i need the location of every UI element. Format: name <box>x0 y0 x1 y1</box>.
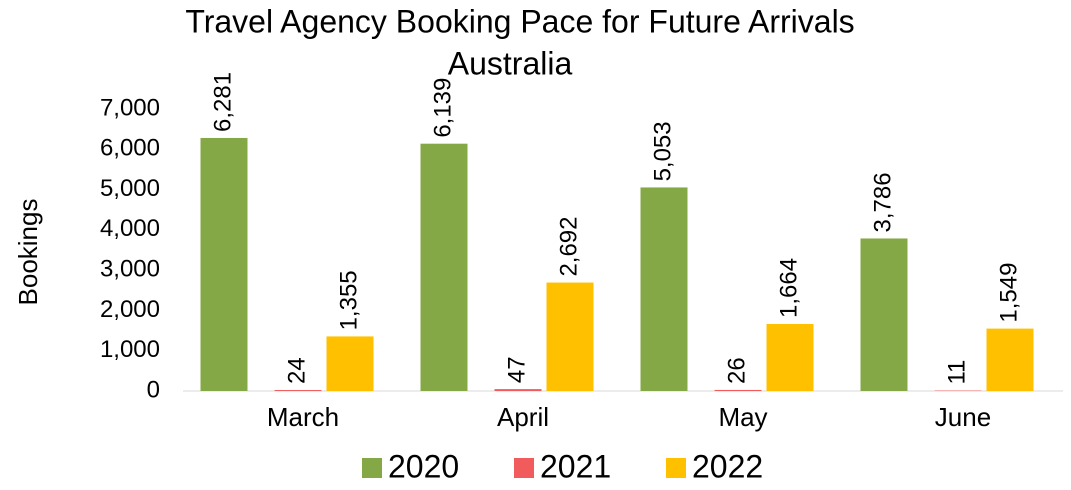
data-label: 1,549 <box>995 263 1022 323</box>
bar <box>326 336 374 391</box>
legend-label: 2020 <box>388 448 459 484</box>
bar <box>860 238 908 391</box>
legend-swatch <box>362 458 382 478</box>
bar <box>714 389 762 391</box>
y-tick-label: 4,000 <box>100 215 160 242</box>
bar <box>986 328 1034 391</box>
x-tick-label: April <box>497 402 549 432</box>
y-tick-label: 3,000 <box>100 255 160 282</box>
data-label: 24 <box>283 357 310 384</box>
data-label: 1,664 <box>775 258 802 318</box>
data-label: 47 <box>503 356 530 383</box>
x-tick-label: May <box>718 402 767 432</box>
data-label: 26 <box>723 357 750 384</box>
legend-label: 2021 <box>540 448 611 484</box>
y-tick-label: 6,000 <box>100 135 160 162</box>
bar <box>200 137 248 391</box>
data-label: 11 <box>943 360 970 385</box>
x-tick-label: June <box>935 402 991 432</box>
bar <box>420 143 468 391</box>
bar <box>640 187 688 391</box>
y-tick-label: 7,000 <box>100 94 160 121</box>
bar <box>546 282 594 391</box>
legend-label: 2022 <box>692 448 763 484</box>
data-label: 6,281 <box>209 72 236 132</box>
bar <box>766 323 814 391</box>
bar <box>494 389 542 391</box>
data-label: 1,355 <box>335 270 362 330</box>
chart-subtitle: Australia <box>448 45 573 81</box>
y-tick-label: 0 <box>147 376 160 403</box>
data-label: 2,692 <box>555 216 582 276</box>
bar <box>274 390 322 391</box>
x-tick-label: March <box>267 402 339 432</box>
y-axis-label: Bookings <box>13 199 43 306</box>
data-label: 3,786 <box>869 172 896 232</box>
chart-title: Travel Agency Booking Pace for Future Ar… <box>185 3 854 39</box>
y-tick-label: 1,000 <box>100 336 160 363</box>
legend-swatch <box>514 458 534 478</box>
y-tick-label: 5,000 <box>100 175 160 202</box>
data-label: 5,053 <box>649 121 676 181</box>
data-label: 6,139 <box>429 78 456 138</box>
legend-swatch <box>666 458 686 478</box>
y-tick-label: 2,000 <box>100 296 160 323</box>
